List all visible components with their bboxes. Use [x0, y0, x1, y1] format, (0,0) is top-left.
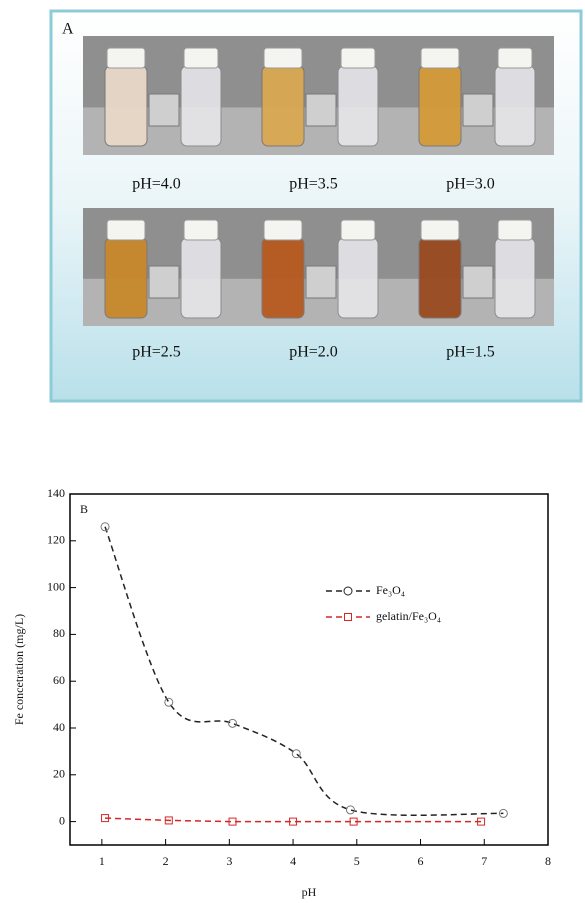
photo-caption: pH=3.5 [289, 176, 338, 193]
y-tick-label: 20 [53, 767, 65, 781]
x-tick-label: 4 [290, 854, 296, 868]
vial-tinted [262, 66, 304, 146]
x-tick-label: 1 [99, 854, 105, 868]
y-tick-label: 80 [53, 626, 65, 640]
magnet [463, 266, 493, 298]
vial-cap [421, 220, 459, 240]
x-axis-label: pH [302, 885, 317, 899]
x-tick-label: 5 [354, 854, 360, 868]
photo-caption: pH=4.0 [132, 176, 181, 193]
vial-cap [107, 220, 145, 240]
photo-caption: pH=3.0 [446, 176, 495, 193]
magnet [463, 94, 493, 126]
y-tick-label: 140 [47, 486, 65, 500]
legend-label: gelatin/Fe₃O₄ [376, 609, 441, 623]
vial-cap [498, 220, 532, 240]
vial-clear [181, 238, 221, 318]
vial-cap [264, 48, 302, 68]
y-tick-label: 0 [59, 813, 65, 827]
point [292, 750, 300, 758]
vial-tinted [105, 238, 147, 318]
panel-a-label: A [62, 21, 74, 38]
magnet [149, 266, 179, 298]
vial-tinted [419, 238, 461, 318]
magnet [306, 94, 336, 126]
vial-cap [341, 220, 375, 240]
point [229, 719, 237, 727]
photo-caption: pH=2.5 [132, 344, 181, 361]
vial-cap [184, 48, 218, 68]
x-tick-label: 3 [226, 854, 232, 868]
vial-clear [338, 66, 378, 146]
vial-clear [495, 238, 535, 318]
photo-caption: pH=1.5 [446, 344, 495, 361]
magnet [306, 266, 336, 298]
vial-clear [338, 238, 378, 318]
y-tick-label: 40 [53, 720, 65, 734]
y-tick-label: 60 [53, 673, 65, 687]
vial-cap [498, 48, 532, 68]
y-axis-label: Fe concetration (mg/L) [12, 614, 26, 725]
figure: A pH=4.0 pH=3.5 pH=3.0 pH=2.5 pH=2.0 pH=1.5 B… [0, 0, 585, 903]
magnet [149, 94, 179, 126]
x-tick-label: 6 [418, 854, 424, 868]
vial-cap [421, 48, 459, 68]
x-tick-label: 7 [481, 854, 487, 868]
panel-label: B [80, 502, 88, 516]
y-tick-label: 100 [47, 579, 65, 593]
vial-cap [264, 220, 302, 240]
vial-cap [184, 220, 218, 240]
x-tick-label: 8 [545, 854, 551, 868]
legend-marker [344, 587, 352, 595]
series-line [105, 818, 481, 822]
vial-cap [107, 48, 145, 68]
photo-caption: pH=2.0 [289, 344, 338, 361]
vial-tinted [105, 66, 147, 146]
page: A pH=4.0 pH=3.5 pH=3.0 pH=2.5 pH=2.0 pH=1.5 B… [0, 0, 585, 903]
vial-tinted [262, 238, 304, 318]
series-line [105, 527, 503, 816]
vial-clear [495, 66, 535, 146]
legend-label: Fe₃O₄ [376, 583, 405, 597]
vial-clear [181, 66, 221, 146]
legend-marker [345, 614, 352, 621]
plot-frame [70, 494, 548, 845]
vial-tinted [419, 66, 461, 146]
y-tick-label: 120 [47, 533, 65, 547]
x-tick-label: 2 [163, 854, 169, 868]
vial-cap [341, 48, 375, 68]
point [165, 698, 173, 706]
